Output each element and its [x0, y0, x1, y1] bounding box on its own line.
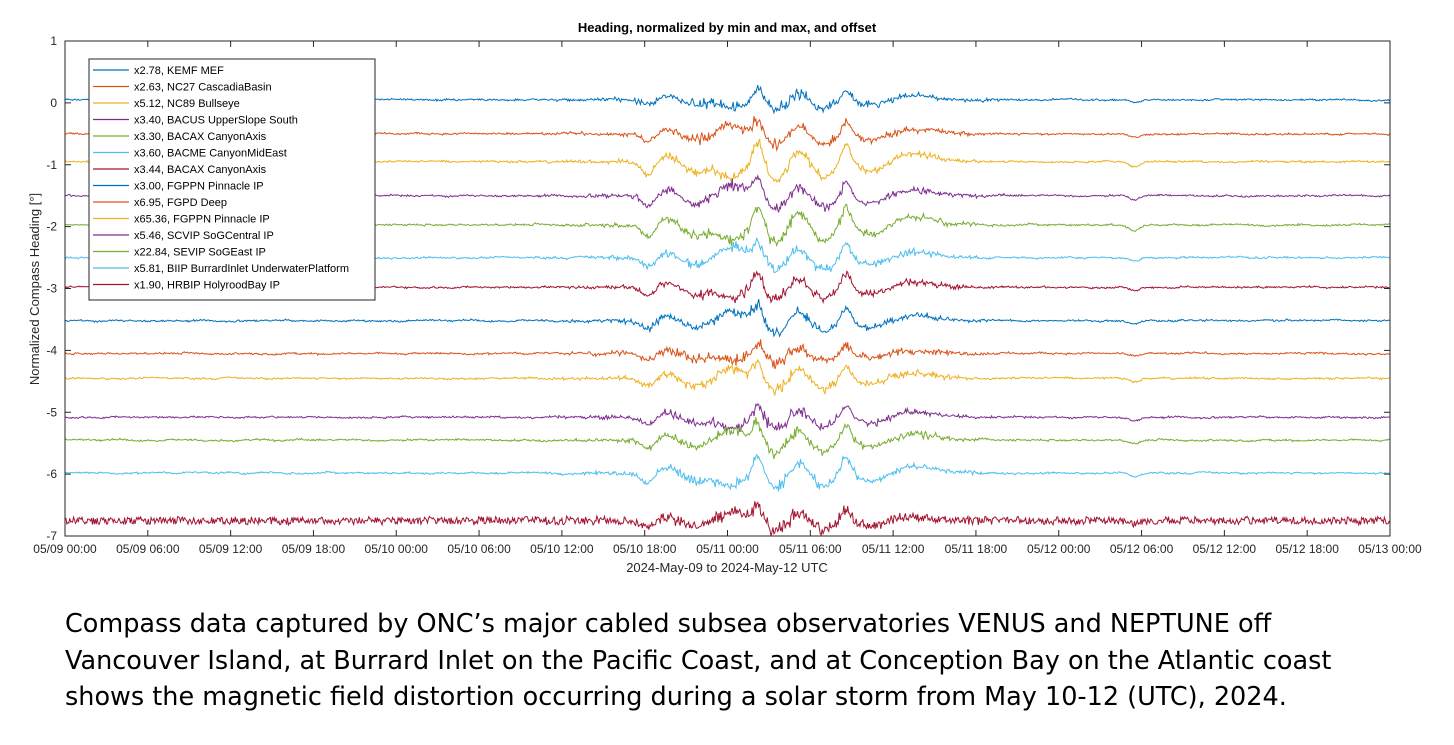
series-line — [64, 453, 1391, 492]
compass-heading-chart: Heading, normalized by min and max, and … — [27, 20, 1423, 575]
figure-caption: Compass data captured by ONC’s major cab… — [65, 606, 1435, 716]
x-tick-label: 05/13 00:00 — [1358, 542, 1422, 556]
legend-entry: x5.81, BIIP BurrardInlet UnderwaterPlatf… — [134, 263, 349, 275]
x-tick-label: 05/10 18:00 — [613, 542, 677, 556]
series-line — [64, 339, 1391, 370]
legend-entry: x3.44, BACAX CanyonAxis — [134, 164, 267, 176]
series-line — [64, 358, 1391, 397]
y-tick-label: -6 — [46, 467, 57, 481]
x-tick-label: 05/11 06:00 — [779, 542, 842, 556]
legend-entry: x3.40, BACUS UpperSlope South — [134, 115, 298, 127]
x-axis: 05/09 00:00 05/09 06:00 05/09 12:00 05/09 1… — [33, 41, 1422, 556]
x-tick-label: 05/09 18:00 — [282, 542, 346, 556]
legend-entry: x65.36, FGPPN Pinnacle IP — [134, 214, 270, 226]
legend: x2.78, KEMF MEF x2.63, NC27 CascadiaBasin… — [88, 58, 376, 301]
legend-entry: x5.46, SCVIP SoGCentral IP — [134, 230, 274, 242]
y-tick-label: -3 — [46, 282, 57, 296]
x-tick-label: 05/09 06:00 — [116, 542, 180, 556]
legend-entry: x3.60, BACME CanyonMidEast — [134, 148, 287, 160]
legend-entry: x6.95, FGPD Deep — [134, 197, 227, 209]
x-tick-label: 05/10 00:00 — [365, 542, 429, 556]
x-tick-label: 05/10 06:00 — [447, 542, 511, 556]
x-tick-label: 05/12 06:00 — [1110, 542, 1174, 556]
caption-line-1: Compass data captured by ONC’s major cab… — [65, 609, 1272, 639]
legend-entry: x2.63, NC27 CascadiaBasin — [134, 82, 272, 94]
y-tick-label: -5 — [46, 405, 57, 419]
legend-entry: x5.12, NC89 Bullseye — [134, 98, 240, 110]
legend-box — [88, 58, 376, 301]
chart-title: Heading, normalized by min and max, and … — [578, 20, 877, 35]
legend-entry: x22.84, SEVIP SoGEast IP — [134, 247, 266, 259]
caption-line-3: shows the magnetic field distortion occu… — [65, 682, 1287, 712]
y-tick-label: -7 — [46, 529, 57, 543]
y-axis-label: Normalized Compass Heading [°] — [27, 193, 42, 385]
x-tick-label: 05/11 12:00 — [862, 542, 925, 556]
x-tick-label: 05/10 12:00 — [530, 542, 594, 556]
caption-line-2: Vancouver Island, at Burrard Inlet on th… — [65, 645, 1332, 676]
y-tick-label: -1 — [46, 158, 57, 172]
x-axis-label: 2024-May-09 to 2024-May-12 UTC — [626, 560, 828, 575]
x-tick-label: 05/12 12:00 — [1193, 542, 1257, 556]
series-line — [64, 417, 1391, 460]
y-tick-label: 0 — [50, 96, 57, 110]
legend-entry: x3.30, BACAX CanyonAxis — [134, 131, 267, 143]
y-tick-label: -2 — [46, 220, 57, 234]
legend-entry: x3.00, FGPPN Pinnacle IP — [134, 181, 264, 193]
legend-entry: x2.78, KEMF MEF — [134, 65, 224, 77]
x-tick-label: 05/11 00:00 — [696, 542, 759, 556]
x-tick-label: 05/12 18:00 — [1275, 542, 1339, 556]
y-tick-label: 1 — [50, 34, 57, 48]
y-tick-label: -4 — [46, 343, 57, 357]
y-axis: 1 0 -1 -2 -3 -4 -5 -6 -7 — [46, 34, 1390, 543]
x-tick-label: 05/09 00:00 — [33, 542, 97, 556]
series-line — [64, 501, 1391, 537]
legend-entry: x1.90, HRBIP HolyroodBay IP — [134, 280, 280, 292]
x-tick-label: 05/12 00:00 — [1027, 542, 1091, 556]
x-tick-label: 05/09 12:00 — [199, 542, 263, 556]
x-tick-label: 05/11 18:00 — [945, 542, 1008, 556]
series-line — [64, 298, 1391, 338]
